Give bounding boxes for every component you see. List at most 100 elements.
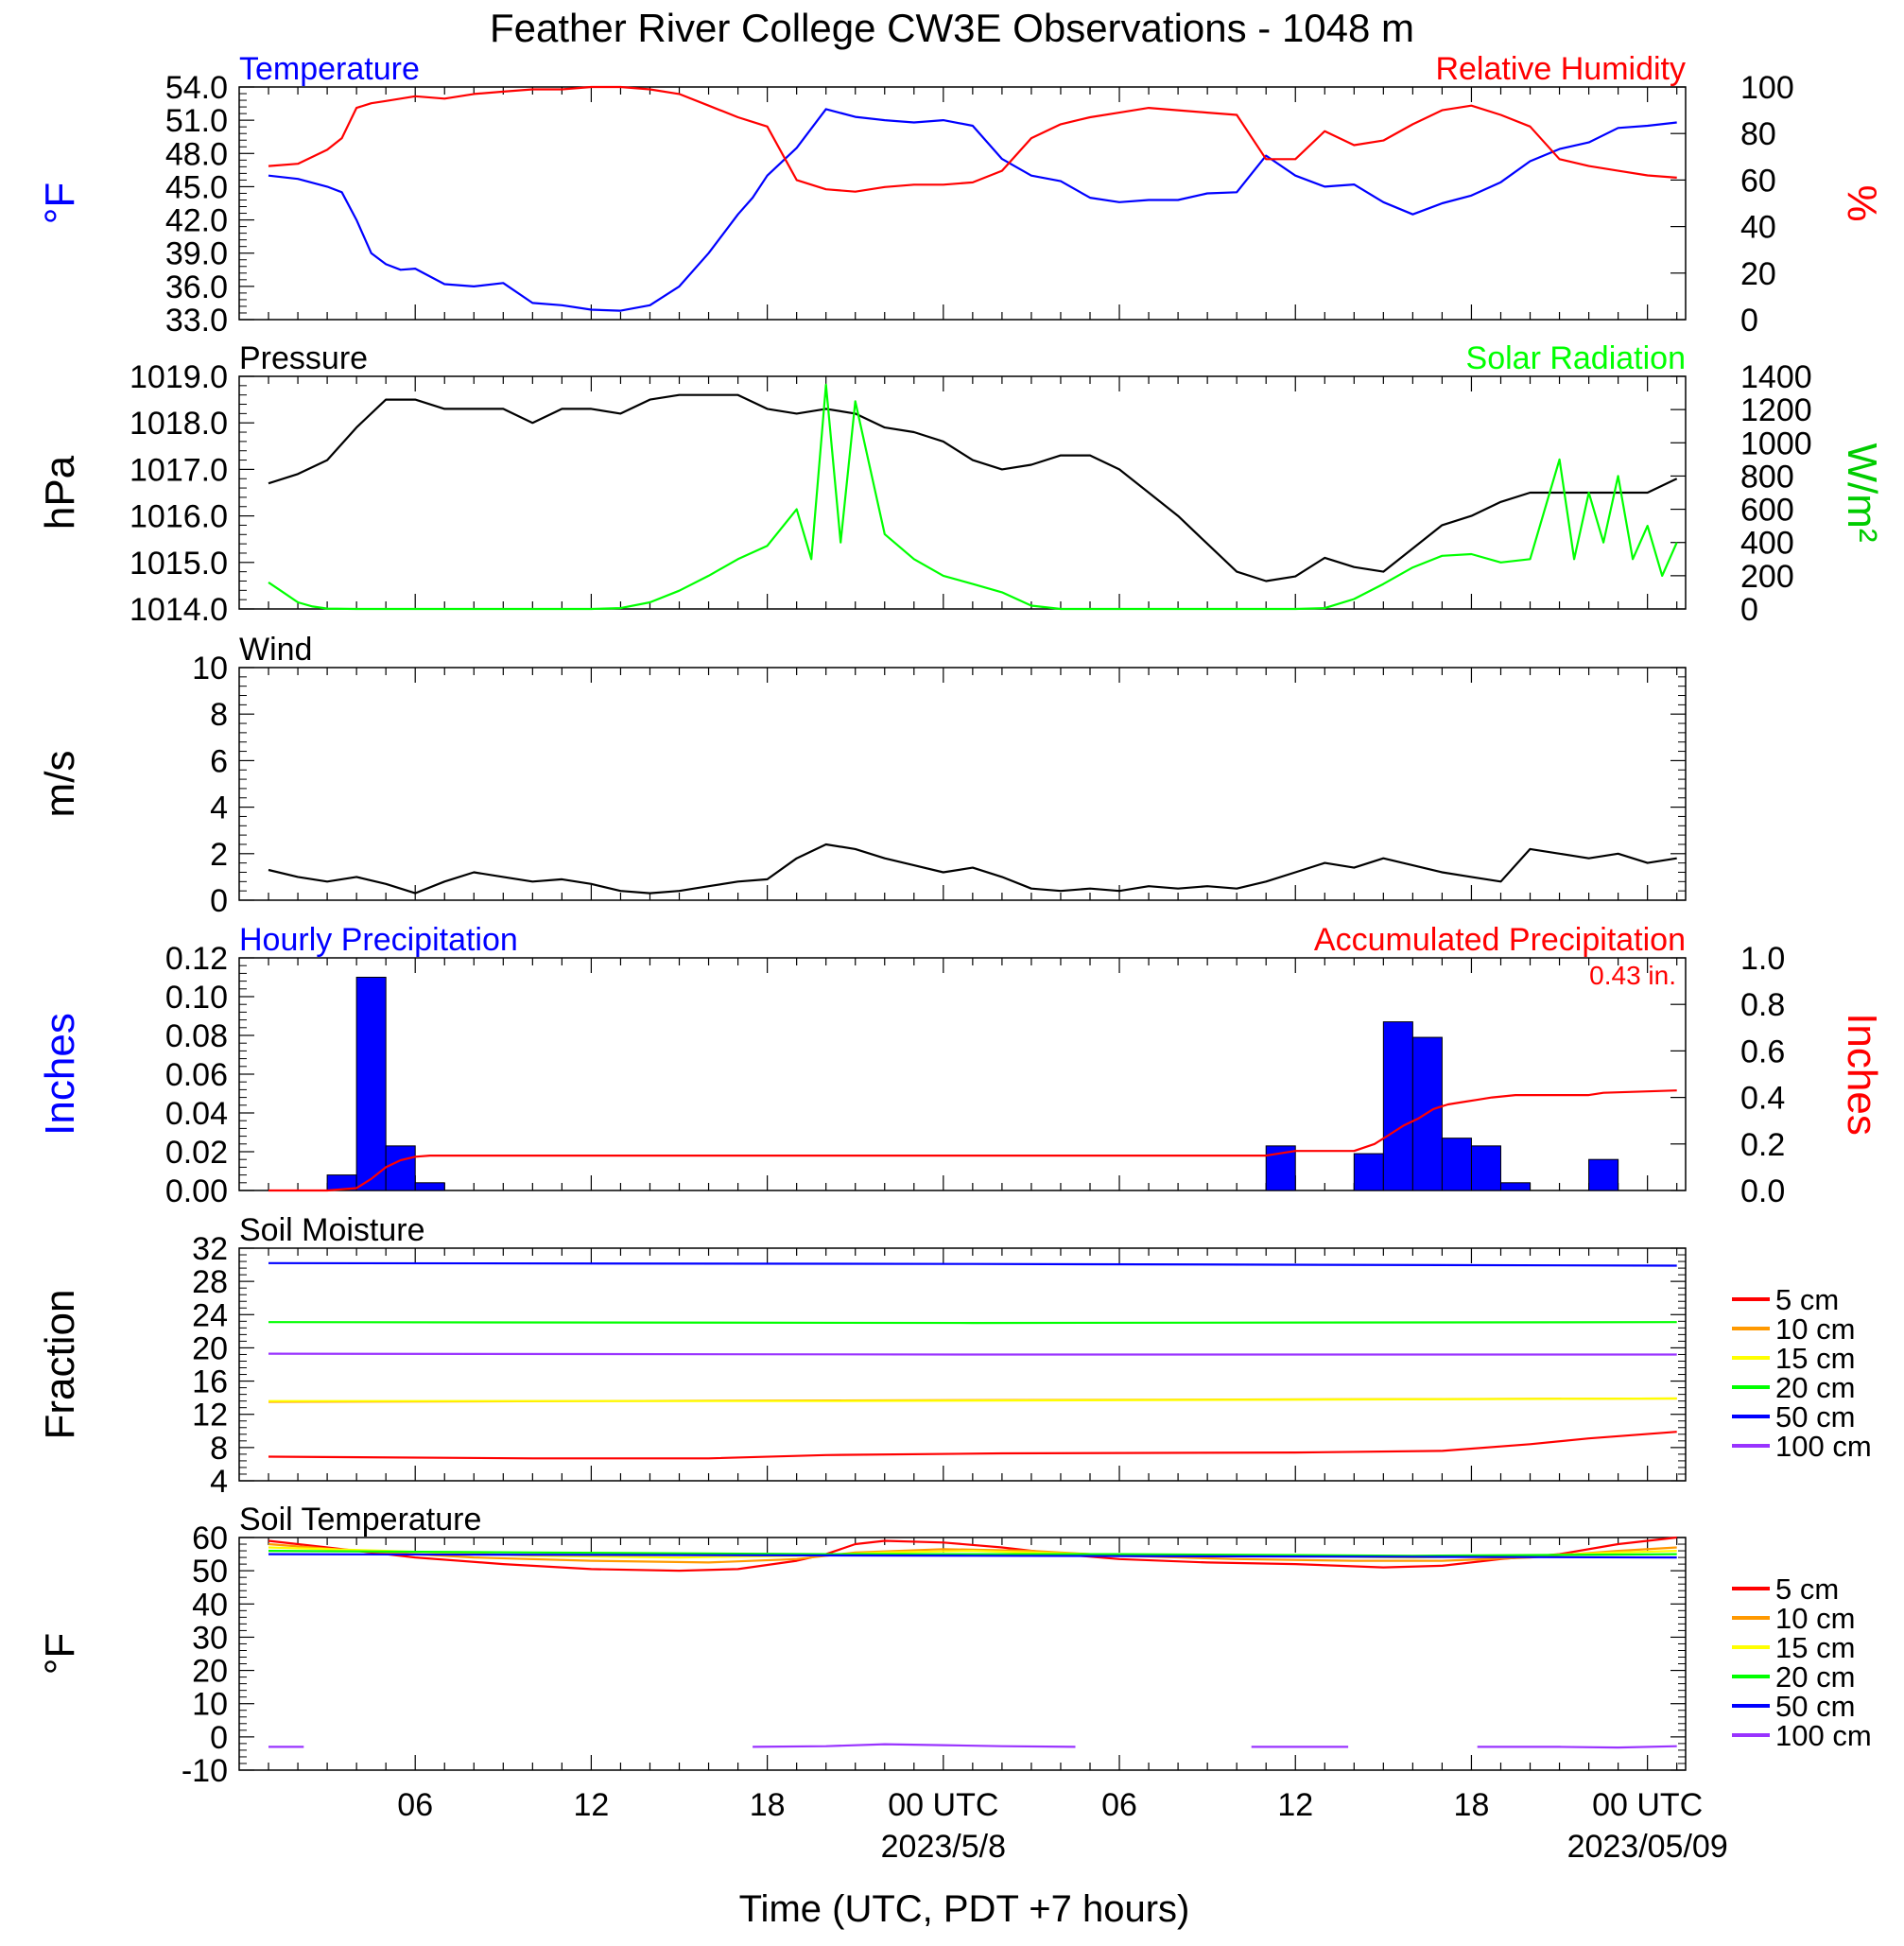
y-tick-label-left: 6 <box>210 743 228 779</box>
y-tick-label-right: 0 <box>1740 592 1758 628</box>
panel-title-right: Relative Humidity <box>1435 51 1686 87</box>
legend-label: 100 cm <box>1775 1719 1872 1752</box>
precip-bar <box>1499 1182 1532 1191</box>
legend-label: 10 cm <box>1775 1602 1855 1635</box>
y-tick-label-left: 0 <box>210 883 228 919</box>
y-tick-label-right: 0.8 <box>1740 987 1785 1023</box>
y-tick-label-left: 4 <box>210 1464 228 1500</box>
y-tick-label-left: 10 <box>192 1687 228 1723</box>
accumulated-total-label: 0.43 in. <box>1589 961 1676 990</box>
x-tick-label: 00 UTC <box>888 1787 998 1823</box>
legend-label: 100 cm <box>1775 1430 1872 1463</box>
y-tick-label-left: 24 <box>192 1297 228 1333</box>
series-line-20-cm <box>268 1549 1677 1557</box>
y-tick-label-right: 0.6 <box>1740 1034 1785 1069</box>
y-axis-label-right: Inches <box>1839 1013 1885 1136</box>
plot-frame <box>238 1537 1687 1771</box>
precip-bar <box>1470 1145 1501 1191</box>
y-tick-label-left: 1019.0 <box>130 359 228 395</box>
y-tick-label-right: 400 <box>1740 526 1794 562</box>
x-tick-label: 18 <box>1454 1787 1490 1823</box>
y-tick-label-left: 12 <box>192 1398 228 1433</box>
y-tick-label-left: 0.06 <box>165 1057 228 1093</box>
series-line-50-cm <box>268 1261 1677 1267</box>
x-date-label: 2023/05/09 <box>1567 1829 1728 1865</box>
precip-bar <box>1353 1153 1384 1191</box>
y-tick-label-right: 20 <box>1740 256 1776 292</box>
y-tick-label-right: 1400 <box>1740 359 1812 395</box>
y-axis-label-right: W/m² <box>1839 443 1885 542</box>
y-tick-label-right: 40 <box>1740 210 1776 246</box>
y-axis-label-left: Fraction <box>37 1290 83 1440</box>
y-axis-label-left: m/s <box>37 751 83 818</box>
y-tick-label-left: 1014.0 <box>130 592 228 628</box>
series-line-solar-radiation <box>268 383 1678 611</box>
y-tick-label-left: 45.0 <box>165 169 228 205</box>
legend-label: 20 cm <box>1775 1660 1855 1694</box>
y-tick-label-left: 0.10 <box>165 980 228 1016</box>
panel-title-left: Soil Moisture <box>239 1212 425 1248</box>
y-tick-label-right: 0.0 <box>1740 1173 1785 1209</box>
y-tick-label-right: 800 <box>1740 459 1794 495</box>
series-line-pressure <box>268 393 1678 582</box>
y-tick-label-left: 1016.0 <box>130 499 228 535</box>
y-tick-label-left: 0.08 <box>165 1018 228 1054</box>
y-tick-label-left: 0.00 <box>165 1173 228 1209</box>
plot-frame <box>238 1247 1687 1482</box>
y-tick-label-left: 8 <box>210 1431 228 1467</box>
y-tick-label-right: 200 <box>1740 559 1794 595</box>
legend-label: 5 cm <box>1775 1283 1839 1316</box>
y-tick-label-right: 60 <box>1740 163 1776 199</box>
series-line-wind <box>268 843 1677 895</box>
legend-label: 5 cm <box>1775 1572 1839 1606</box>
panel-wind: 10 8 6 4 2 0 Wind m/s <box>37 632 1687 919</box>
y-tick-label-right: 0.2 <box>1740 1127 1785 1163</box>
panels: 54.051.048.045.042.039.036.033.010080604… <box>37 51 1885 1789</box>
y-tick-label-left: 20 <box>192 1330 228 1366</box>
x-tick-label: 18 <box>750 1787 786 1823</box>
y-axis-label-left: °F <box>37 182 83 224</box>
panel-title-left: Hourly Precipitation <box>239 922 518 958</box>
panel-title-left: Temperature <box>239 51 420 87</box>
series-line-100-cm <box>753 1743 1076 1748</box>
y-tick-label-left: 32 <box>192 1231 228 1267</box>
y-tick-label-right: 0 <box>1740 303 1758 339</box>
panel-pressure-solar: 1019.0 1018.0 1017.0 1016.0 1015.0 1014.0 1400… <box>37 340 1885 628</box>
y-axis-label-left: hPa <box>37 455 83 530</box>
y-tick-label-right: 100 <box>1740 70 1794 106</box>
time-axis: 06 12 18 00 UTC 2023/5/8 06 12 18 00 UTC 2023/05/… <box>397 1787 1727 1865</box>
y-tick-label-right: 1.0 <box>1740 941 1785 977</box>
precip-bar <box>414 1182 445 1191</box>
y-tick-label-left: 16 <box>192 1364 228 1400</box>
y-axis-label-left: Inches <box>37 1013 83 1136</box>
y-tick-label-left: 1017.0 <box>130 452 228 488</box>
y-tick-label-left: 40 <box>192 1587 228 1623</box>
x-tick-label: 12 <box>573 1787 609 1823</box>
y-tick-label-right: 600 <box>1740 493 1794 529</box>
legend-label: 20 cm <box>1775 1371 1855 1404</box>
series-line-15-cm <box>268 1397 1677 1402</box>
y-tick-label-left: 50 <box>192 1554 228 1590</box>
x-axis-label: Time (UTC, PDT +7 hours) <box>739 1888 1190 1930</box>
precip-bar <box>1588 1158 1619 1191</box>
y-tick-label-left: 42.0 <box>165 203 228 239</box>
figure-title: Feather River College CW3E Observations … <box>490 6 1414 50</box>
y-tick-label-left: 60 <box>192 1520 228 1556</box>
x-tick-label: 00 UTC <box>1592 1787 1703 1823</box>
y-tick-label-left: 39.0 <box>165 236 228 272</box>
legend-label: 10 cm <box>1775 1312 1855 1346</box>
series-line-10-cm <box>268 1542 1677 1564</box>
y-tick-label-left: 33.0 <box>165 303 228 339</box>
x-date-label: 2023/5/8 <box>881 1829 1006 1865</box>
y-tick-label-left: 54.0 <box>165 70 228 106</box>
y-tick-label-left: 0.04 <box>165 1096 228 1132</box>
y-tick-label-left: 1018.0 <box>130 406 228 442</box>
y-tick-label-left: 51.0 <box>165 103 228 139</box>
series-line-20-cm <box>268 1321 1677 1325</box>
series-line-5-cm <box>268 1431 1677 1460</box>
y-tick-label-left: 4 <box>210 791 228 826</box>
panel-title-left: Soil Temperature <box>239 1502 481 1538</box>
plot-frame <box>238 667 1687 901</box>
